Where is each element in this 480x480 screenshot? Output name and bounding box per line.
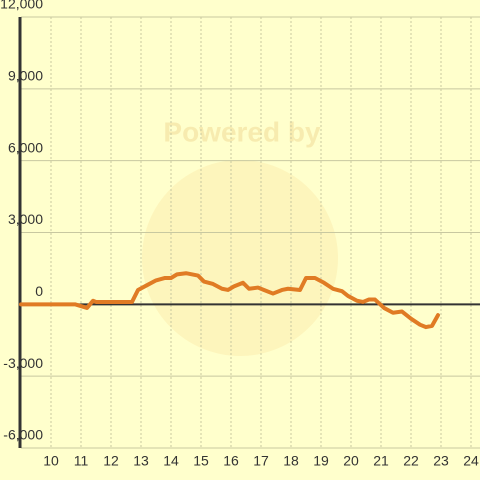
x-tick-label: 19 — [313, 453, 329, 469]
x-tick-label: 18 — [283, 453, 299, 469]
x-tick-label: 22 — [403, 453, 419, 469]
y-tick-label: 9,000 — [8, 68, 43, 84]
x-tick-label: 24 — [463, 453, 479, 469]
x-tick-label: 14 — [163, 453, 179, 469]
y-tick-label: -3,000 — [3, 355, 43, 371]
x-tick-label: 16 — [223, 453, 239, 469]
x-tick-label: 15 — [193, 453, 209, 469]
data-line — [19, 271, 440, 330]
x-tick-label: 13 — [133, 453, 149, 469]
x-tick-label: 11 — [74, 453, 89, 469]
y-tick-label: -6,000 — [3, 427, 43, 443]
x-tick-label: 17 — [253, 453, 269, 469]
watermark-logo — [142, 160, 338, 356]
watermark: Powered by — [163, 116, 321, 147]
y-tick-label: 6,000 — [8, 139, 43, 155]
y-tick-label: 0 — [35, 283, 43, 299]
y-tick-label: 3,000 — [8, 211, 43, 227]
x-tick-label: 23 — [433, 453, 449, 469]
x-tick-label: 10 — [43, 453, 59, 469]
y-tick-label: 12,000 — [0, 0, 43, 12]
x-tick-label: 20 — [343, 453, 359, 469]
x-tick-label: 21 — [373, 453, 389, 469]
x-tick-label: 12 — [103, 453, 119, 469]
